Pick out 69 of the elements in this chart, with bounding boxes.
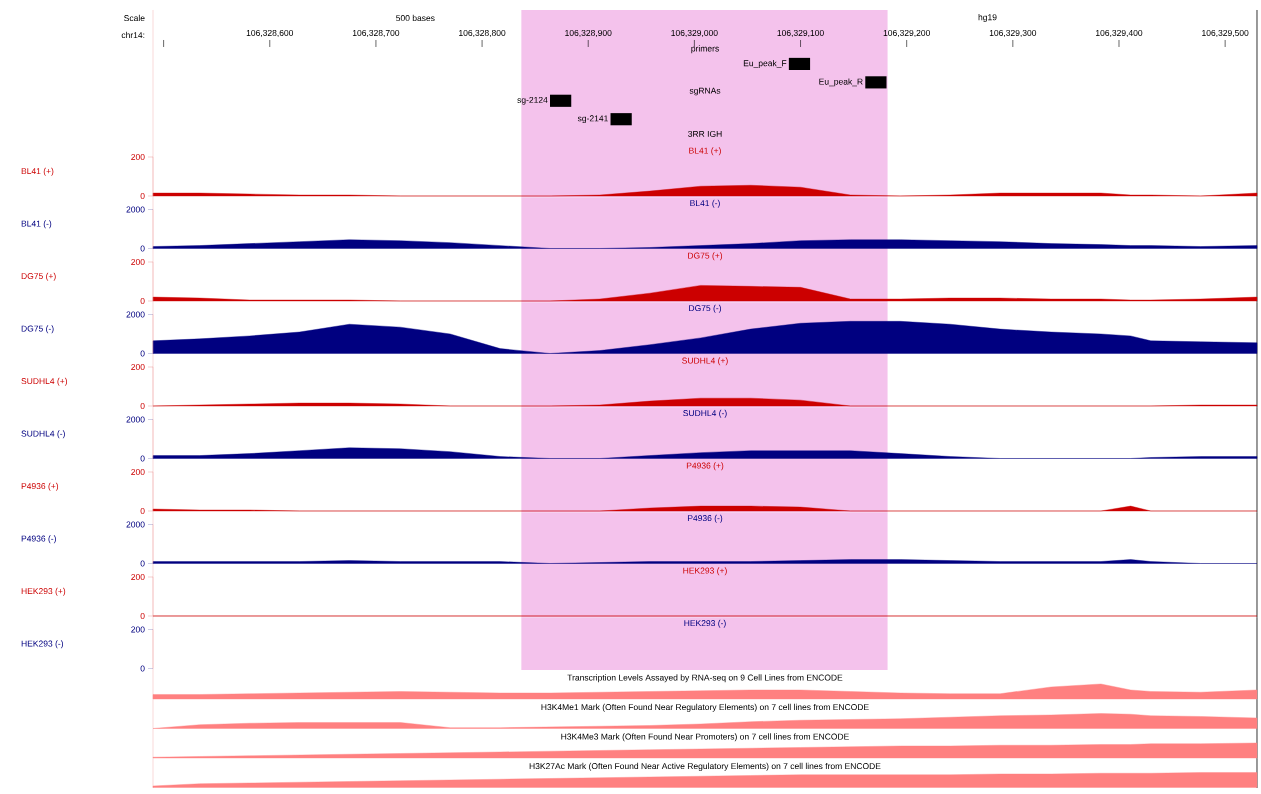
y-tick-label: 0 <box>140 402 145 409</box>
text: hg19 <box>978 14 997 22</box>
y-tick-label: 200 <box>131 258 145 265</box>
y-tick-label: 0 <box>140 192 145 199</box>
y-axis-title: BL41 (-) <box>21 220 52 229</box>
x-tick-label: 106,328,800 <box>459 29 506 37</box>
y-tick-label: 0 <box>140 612 145 619</box>
text: primers <box>691 45 719 54</box>
y-tick-label: 2000 <box>126 311 145 318</box>
y-tick-label: sg-2124 <box>517 96 548 105</box>
x-tick-label: 106,329,300 <box>989 29 1037 37</box>
y-tick-label: Eu_peak_R <box>819 78 863 87</box>
chart-title: DG75 (+) <box>688 252 723 261</box>
chart-title: BL41 (+) <box>689 147 721 156</box>
chart-title: H3K27Ac Mark (Often Found Near Active Regulatory Elements) on 7 cell lines from ENCODE <box>529 762 881 771</box>
y-tick-label: 0 <box>140 350 145 357</box>
x-tick-label: 106,329,400 <box>1096 29 1143 37</box>
y-tick-label: 0 <box>140 560 145 567</box>
y-axis-title: SUDHL4 (+) <box>21 377 68 386</box>
bar <box>610 113 632 126</box>
text: 500 bases <box>396 14 435 22</box>
y-axis-title: HEK293 (-) <box>21 640 64 649</box>
y-tick-label: 0 <box>140 245 145 252</box>
x-tick-label: 106,329,500 <box>1202 29 1249 37</box>
chart-title: HEK293 (-) <box>684 619 726 628</box>
x-tick-label: 106,328,700 <box>352 29 400 37</box>
y-axis-title: P4936 (+) <box>21 482 59 491</box>
chart-title: H3K4Me3 Mark (Often Found Near Promoters) on 7 cell lines from ENCODE <box>561 733 849 742</box>
y-tick-label: 0 <box>140 297 145 304</box>
bar <box>550 94 572 107</box>
y-tick-label: 200 <box>131 573 145 580</box>
y-tick-label: sg-2141 <box>577 115 608 124</box>
y-tick-label: 0 <box>140 665 145 672</box>
chart-title: P4936 (-) <box>687 514 723 523</box>
annotation: sgRNAs <box>689 87 721 96</box>
text: Scale <box>124 14 145 22</box>
chart-title: SUDHL4 (+) <box>682 357 728 366</box>
x-tick-label: 106,328,900 <box>565 29 612 37</box>
y-axis-title: HEK293 (+) <box>21 587 66 596</box>
chart-title: DG75 (-) <box>689 304 721 313</box>
y-axis-title: DG75 (+) <box>21 272 56 281</box>
text: chr14: <box>121 31 145 39</box>
y-tick-label: Eu_peak_F <box>743 59 787 68</box>
chart-title: BL41 (-) <box>690 199 720 208</box>
y-tick-label: 2000 <box>126 416 145 423</box>
y-tick-label: 200 <box>131 363 145 370</box>
x-tick-label: 106,329,100 <box>777 29 824 37</box>
y-tick-label: 0 <box>140 507 145 514</box>
y-tick-label: 2000 <box>126 521 145 528</box>
y-axis-title: DG75 (-) <box>21 325 54 334</box>
y-axis-title: SUDHL4 (-) <box>21 430 65 439</box>
bar <box>788 57 811 71</box>
y-tick-label: 200 <box>131 626 145 633</box>
x-tick-label: 106,328,600 <box>246 29 294 37</box>
chart-title: P4936 (+) <box>686 462 724 471</box>
y-axis-title: BL41 (+) <box>21 167 54 176</box>
chart-title: H3K4Me1 Mark (Often Found Near Regulatory Elements) on 7 cell lines from ENCODE <box>541 703 869 712</box>
chart-title: HEK293 (+) <box>683 567 727 576</box>
y-tick-label: 0 <box>140 455 145 462</box>
x-tick-label: 106,329,000 <box>671 29 718 37</box>
y-tick-label: 200 <box>131 153 145 160</box>
y-tick-label: 2000 <box>126 206 145 213</box>
y-axis-title: P4936 (-) <box>21 535 56 544</box>
text: 3RR IGH <box>688 130 722 137</box>
chart-title: Transcription Levels Assayed by RNA-seq on 9 Cell Lines from ENCODE <box>567 674 843 683</box>
chart-title: SUDHL4 (-) <box>683 409 727 418</box>
x-tick-label: 106,329,200 <box>883 29 930 37</box>
bar <box>865 76 887 89</box>
y-tick-label: 200 <box>131 468 145 475</box>
